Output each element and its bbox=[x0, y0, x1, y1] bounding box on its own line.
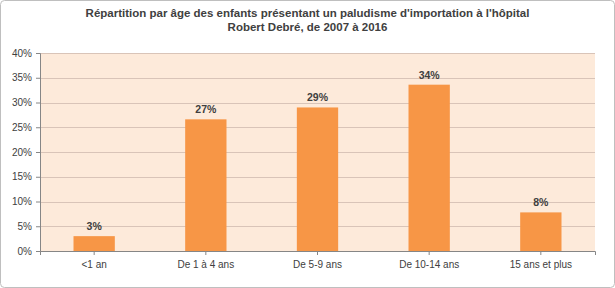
y-axis: 0% 5% 10% 15% 20% 25% 30% 35% 40% bbox=[12, 48, 41, 257]
x-tick-mark bbox=[540, 251, 541, 255]
data-labels: 3% 27% 29% 34% 8% bbox=[87, 69, 550, 232]
y-tick: 25% bbox=[12, 122, 40, 133]
y-tick-mark bbox=[36, 53, 40, 54]
x-tick: De 5-9 ans bbox=[293, 251, 342, 270]
x-tick-label: De 5-9 ans bbox=[293, 259, 342, 270]
grid-line bbox=[40, 78, 595, 79]
plot-background bbox=[40, 53, 595, 251]
data-label: 3% bbox=[87, 220, 103, 232]
y-tick: 30% bbox=[12, 97, 40, 108]
y-tick-label: 5% bbox=[18, 221, 33, 232]
x-tick-mark bbox=[317, 251, 318, 255]
data-label: 34% bbox=[419, 69, 441, 81]
y-tick: 10% bbox=[12, 196, 40, 207]
data-label: 8% bbox=[533, 196, 549, 208]
y-tick-mark bbox=[36, 226, 40, 227]
grid-line bbox=[40, 53, 595, 54]
y-tick-label: 0% bbox=[18, 246, 33, 257]
y-tick-mark bbox=[36, 177, 40, 178]
x-tick-label: De 10-14 ans bbox=[399, 259, 459, 270]
y-tick: 15% bbox=[12, 171, 40, 182]
bar bbox=[297, 107, 338, 251]
y-tick-mark bbox=[36, 202, 40, 203]
plot: 0% 5% 10% 15% 20% 25% 30% 35% 40% <1 an De 1 à 4 a… bbox=[12, 48, 596, 270]
y-tick-label: 30% bbox=[12, 97, 32, 108]
data-label: 29% bbox=[307, 91, 329, 103]
bar bbox=[185, 119, 226, 251]
y-tick-label: 15% bbox=[12, 171, 32, 182]
y-tick-label: 40% bbox=[12, 48, 32, 59]
y-tick-label: 10% bbox=[12, 196, 32, 207]
grid bbox=[40, 54, 595, 252]
x-tick: 15 ans et plus bbox=[510, 251, 572, 270]
y-tick-mark bbox=[36, 152, 40, 153]
y-tick: 0% bbox=[18, 246, 40, 257]
bar bbox=[74, 236, 115, 251]
x-tick: <1 an bbox=[82, 251, 107, 270]
y-tick-label: 35% bbox=[12, 72, 32, 83]
bar bbox=[409, 85, 450, 251]
x-tick-label: 15 ans et plus bbox=[510, 259, 572, 270]
y-tick-label: 25% bbox=[12, 122, 32, 133]
y-tick-mark bbox=[36, 127, 40, 128]
y-tick-mark bbox=[36, 103, 40, 104]
x-tick: De 1 à 4 ans bbox=[177, 251, 234, 270]
y-tick-label: 20% bbox=[12, 147, 32, 158]
x-tick-label: <1 an bbox=[82, 259, 107, 270]
y-tick: 20% bbox=[12, 147, 40, 158]
x-tick-mark bbox=[205, 251, 206, 255]
y-tick: 5% bbox=[18, 221, 40, 232]
chart-frame bbox=[1, 1, 615, 288]
y-tick: 35% bbox=[12, 72, 40, 83]
chart-title: Répartition par âge des enfants présenta… bbox=[86, 7, 530, 33]
y-tick-mark bbox=[36, 78, 40, 79]
data-label: 27% bbox=[195, 103, 217, 115]
x-axis-line bbox=[41, 252, 596, 256]
x-tick: De 10-14 ans bbox=[399, 251, 459, 270]
y-axis-line bbox=[36, 54, 41, 252]
bars bbox=[74, 85, 562, 251]
x-tick-label: De 1 à 4 ans bbox=[177, 259, 234, 270]
y-tick: 40% bbox=[12, 48, 40, 59]
x-tick-mark bbox=[429, 251, 430, 255]
y-tick-mark bbox=[36, 251, 40, 252]
x-tick-mark bbox=[94, 251, 95, 255]
x-axis: <1 an De 1 à 4 ans De 5-9 ans De 10-14 ans 1… bbox=[41, 251, 596, 270]
bar bbox=[520, 212, 561, 251]
